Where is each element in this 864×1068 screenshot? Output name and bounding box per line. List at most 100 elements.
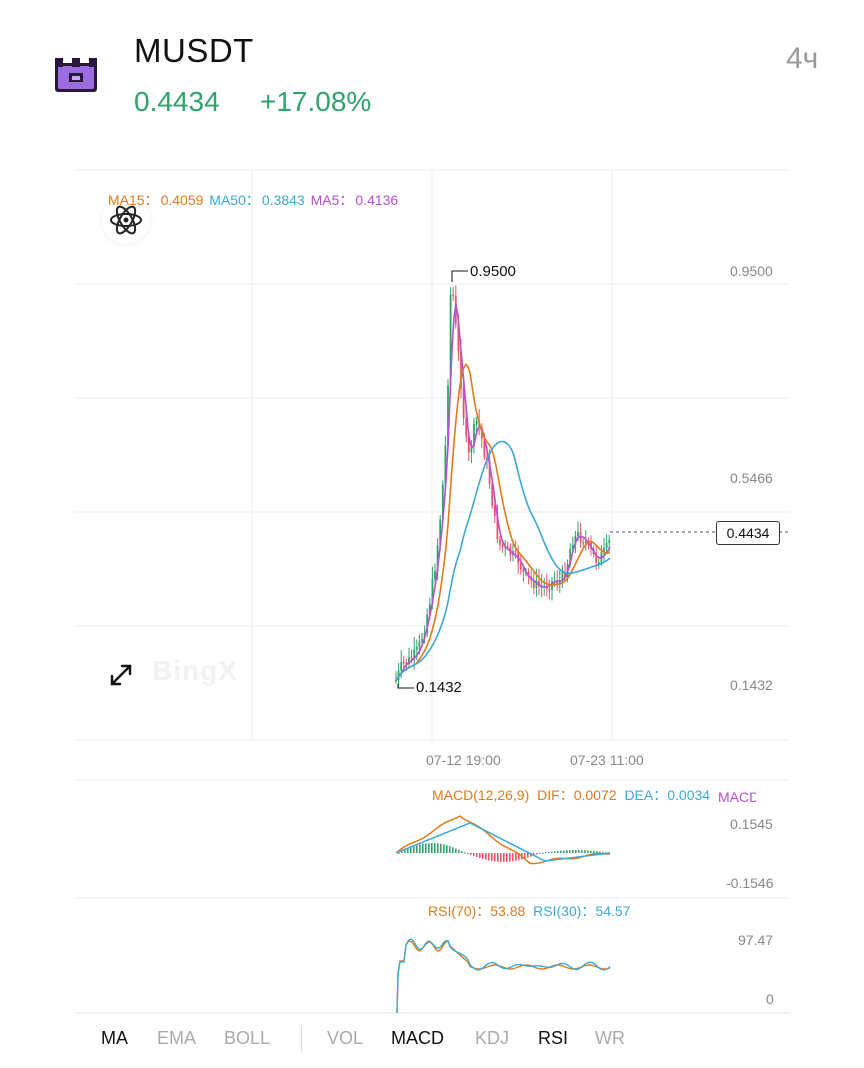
macd-histogram-bar — [404, 850, 406, 853]
price-change-percent: +17.08% — [260, 86, 372, 117]
tab-vol[interactable]: VOL — [327, 1028, 364, 1048]
candle-body — [428, 604, 431, 615]
macd-histogram-bar — [563, 850, 565, 853]
macd-title: MACD(12,26,9) — [432, 787, 530, 803]
tab-rsi[interactable]: RSI — [538, 1028, 569, 1048]
candle-body — [444, 445, 447, 485]
candle-body — [605, 542, 608, 549]
candle-body — [436, 545, 439, 572]
rsi30-value: 54.57 — [595, 903, 631, 919]
candle-body — [400, 661, 403, 671]
tab-ma[interactable]: MA — [101, 1028, 128, 1048]
macd-histogram-bar — [593, 850, 595, 853]
macd-histogram-bar — [419, 844, 421, 853]
rsi-legend: RSI(70)：53.88 RSI(30)：54.57 — [428, 901, 630, 921]
tab-boll[interactable]: BOLL — [224, 1028, 271, 1048]
candle-body — [538, 580, 540, 587]
candle-body — [462, 388, 465, 418]
candle-body — [441, 484, 444, 520]
rsi70-line — [396, 940, 611, 1014]
macd-histogram-bar — [455, 848, 457, 853]
macd-histogram-bar — [485, 853, 487, 860]
macd-histogram-bar — [416, 845, 418, 853]
candle-body — [548, 589, 551, 591]
macd-histogram-bar — [578, 850, 580, 853]
candle-body — [532, 580, 535, 589]
candle-body — [447, 385, 449, 446]
candle-body — [488, 460, 491, 484]
macd-histogram-bar — [536, 853, 538, 855]
tab-wr[interactable]: WR — [595, 1028, 625, 1048]
atom-icon[interactable] — [102, 196, 150, 244]
candle-body — [405, 662, 408, 665]
macd-histogram-bar — [584, 850, 586, 853]
rsi-y-top: 97.47 — [738, 932, 774, 948]
candle-body — [519, 563, 522, 570]
dif-line — [395, 815, 610, 865]
timeframe-selector[interactable]: 4ч — [786, 42, 819, 75]
low-marker — [397, 684, 414, 689]
candle-body — [564, 571, 566, 578]
x-tick-1: 07-12 19:00 — [426, 752, 501, 768]
macd-histogram-bar — [479, 853, 481, 858]
indicator-tabs: MA EMA BOLL VOL MACD KDJ RSI WR — [0, 1016, 864, 1062]
macd-histogram-bar — [602, 851, 604, 853]
candle-body — [514, 551, 517, 553]
macd-histogram-bar — [509, 853, 511, 862]
macd-histogram-bar — [560, 850, 562, 853]
candle-body — [603, 548, 605, 553]
candle-body — [535, 580, 538, 589]
macd-histogram-bar — [575, 850, 577, 853]
tab-ema[interactable]: EMA — [157, 1028, 197, 1048]
macd-histogram-bar — [440, 843, 442, 853]
current-price-line — [397, 270, 790, 689]
macd-histogram-bar — [518, 853, 520, 861]
bingx-watermark: BingX — [152, 655, 238, 686]
dea-label: DEA： — [624, 787, 668, 803]
low-price-label: 0.1432 — [416, 679, 462, 696]
rsi30-line — [396, 938, 611, 1014]
macd-histogram-bar — [452, 847, 454, 853]
tab-kdj[interactable]: KDJ — [475, 1028, 510, 1048]
candle-body — [449, 294, 452, 386]
rsi30-label: RSI(30)： — [533, 903, 596, 919]
candle-body — [418, 641, 421, 647]
high-price-label: 0.9500 — [470, 263, 516, 280]
candle-body — [582, 542, 585, 544]
candle-body — [452, 294, 455, 297]
ma15-line — [395, 363, 611, 681]
macd-histogram-bar — [587, 850, 589, 853]
macd-histogram-bar — [566, 850, 568, 853]
macd-histogram-bar — [482, 853, 484, 859]
macd-histogram-bar — [527, 853, 529, 858]
candle-body — [561, 571, 564, 582]
macd-histogram-bar — [581, 850, 583, 853]
dea-line — [395, 822, 611, 862]
candle-body — [527, 571, 530, 577]
macd-histogram-bar — [434, 843, 436, 853]
current-price-tag: 0.4434 — [716, 521, 780, 545]
macd-histogram-bar — [512, 853, 514, 862]
rsi70-value: 53.88 — [490, 903, 526, 919]
macd-histogram-bar — [461, 851, 463, 853]
candle-body — [426, 614, 429, 633]
macd-histogram-bar — [500, 853, 502, 862]
macd-histogram-bar — [449, 846, 451, 853]
rsi-y-bottom: 0 — [766, 991, 774, 1007]
macd-y-bottom: -0.1546 — [726, 875, 774, 891]
macd-histogram-bar — [428, 843, 430, 853]
x-tick-2: 07-23 11:00 — [570, 752, 644, 768]
candle-body — [410, 657, 413, 659]
pair-name: MUSDT — [134, 32, 254, 69]
macd-histogram-bar — [545, 852, 547, 854]
candle-body — [467, 436, 470, 453]
candle-body — [431, 578, 434, 605]
tab-macd[interactable]: MACD — [391, 1028, 444, 1048]
ma-lines — [395, 304, 611, 681]
macd-histogram-bar — [548, 851, 550, 853]
rsi70-label: RSI(70)： — [428, 903, 491, 919]
macd-histogram-bar — [470, 853, 472, 855]
expand-icon[interactable] — [106, 660, 136, 690]
dif-value: 0.0072 — [573, 787, 617, 803]
